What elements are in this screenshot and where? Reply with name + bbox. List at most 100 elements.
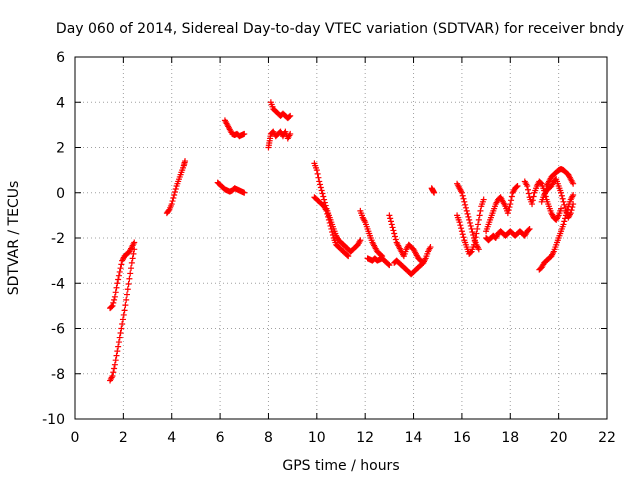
data-point bbox=[121, 307, 128, 314]
x-tick-label: 4 bbox=[167, 430, 176, 446]
data-point bbox=[345, 253, 352, 260]
data-point bbox=[126, 275, 133, 282]
y-tick-label: 4 bbox=[56, 95, 65, 111]
data-point bbox=[386, 212, 393, 219]
data-point bbox=[460, 195, 467, 202]
data-point bbox=[128, 259, 135, 266]
data-point bbox=[529, 201, 536, 208]
data-point bbox=[182, 158, 189, 165]
data-point bbox=[560, 198, 567, 205]
data-point bbox=[344, 252, 351, 259]
data-point bbox=[464, 210, 471, 217]
data-point bbox=[119, 316, 126, 323]
data-point bbox=[537, 179, 544, 186]
data-point bbox=[459, 231, 466, 238]
data-point bbox=[329, 228, 336, 235]
data-point bbox=[115, 343, 122, 350]
data-point bbox=[325, 213, 332, 220]
data-point bbox=[466, 219, 473, 226]
data-point bbox=[324, 210, 331, 217]
data-point bbox=[525, 226, 532, 233]
data-point bbox=[469, 228, 476, 235]
data-point bbox=[562, 204, 569, 211]
data-point bbox=[392, 236, 399, 243]
data-point bbox=[558, 192, 565, 199]
data-point bbox=[112, 289, 119, 296]
data-point bbox=[328, 225, 335, 232]
data-point bbox=[111, 365, 118, 372]
data-point bbox=[326, 219, 333, 226]
data-point bbox=[508, 197, 515, 204]
data-point bbox=[128, 265, 135, 272]
data-point bbox=[480, 196, 487, 203]
data-point bbox=[117, 330, 124, 337]
data-point bbox=[314, 170, 321, 177]
data-point bbox=[459, 192, 466, 199]
plot-frame bbox=[74, 56, 608, 420]
data-point bbox=[506, 204, 513, 211]
data-point bbox=[110, 369, 117, 376]
data-point bbox=[325, 216, 332, 223]
data-point bbox=[113, 352, 120, 359]
data-point bbox=[119, 320, 126, 327]
data-point bbox=[386, 262, 393, 269]
data-point bbox=[458, 228, 465, 235]
data-point bbox=[513, 183, 520, 190]
data-point bbox=[505, 207, 512, 214]
y-axis-label: SDTVAR / TECUs bbox=[6, 181, 22, 296]
data-point bbox=[110, 299, 117, 306]
data-point bbox=[169, 198, 176, 205]
data-point bbox=[385, 261, 392, 268]
data-point bbox=[387, 218, 394, 225]
x-tick-label: 22 bbox=[598, 430, 616, 446]
data-point bbox=[471, 238, 478, 245]
y-tick-labels: -10 -8 -6 -4 -2 0 2 4 6 bbox=[42, 50, 65, 428]
data-point bbox=[560, 221, 567, 228]
data-point bbox=[431, 189, 438, 196]
data-point bbox=[460, 234, 467, 241]
data-point bbox=[570, 192, 577, 199]
data-point bbox=[458, 189, 465, 196]
data-point bbox=[108, 303, 115, 310]
data-point bbox=[320, 193, 327, 200]
data-point bbox=[466, 216, 473, 223]
data-point bbox=[467, 222, 474, 229]
data-point bbox=[525, 186, 532, 193]
x-axis-label: GPS time / hours bbox=[282, 458, 399, 474]
data-point bbox=[389, 224, 396, 231]
data-point bbox=[465, 213, 472, 220]
data-point bbox=[114, 348, 121, 355]
data-point bbox=[508, 193, 515, 200]
x-tick-label: 2 bbox=[119, 430, 128, 446]
data-point bbox=[170, 195, 177, 202]
data-point bbox=[117, 265, 124, 272]
data-point bbox=[463, 207, 470, 214]
data-point bbox=[570, 201, 577, 208]
data-point bbox=[524, 182, 531, 189]
data-point bbox=[456, 219, 463, 226]
data-point bbox=[529, 197, 536, 204]
x-tick-label: 16 bbox=[453, 430, 471, 446]
data-point bbox=[109, 302, 116, 309]
data-point bbox=[561, 218, 568, 225]
y-tick-label: -4 bbox=[51, 276, 65, 292]
data-point bbox=[287, 130, 294, 137]
data-point bbox=[286, 113, 293, 120]
data-point bbox=[514, 182, 521, 189]
data-point bbox=[475, 216, 482, 223]
x-tick-label: 6 bbox=[216, 430, 225, 446]
x-tick-label: 14 bbox=[405, 430, 423, 446]
data-point bbox=[525, 190, 532, 197]
data-point bbox=[131, 246, 138, 253]
data-series-sdtvar bbox=[107, 99, 577, 384]
y-tick-label: -8 bbox=[51, 367, 65, 383]
y-tick-label: 6 bbox=[56, 50, 65, 66]
data-point bbox=[390, 227, 397, 234]
data-point bbox=[317, 184, 324, 191]
data-point bbox=[558, 205, 565, 212]
x-tick-labels: 0 2 4 6 8 10 12 14 16 18 20 22 bbox=[71, 430, 616, 446]
data-point bbox=[462, 204, 469, 211]
data-point bbox=[507, 201, 514, 208]
data-point bbox=[241, 189, 248, 196]
data-point bbox=[319, 190, 326, 197]
